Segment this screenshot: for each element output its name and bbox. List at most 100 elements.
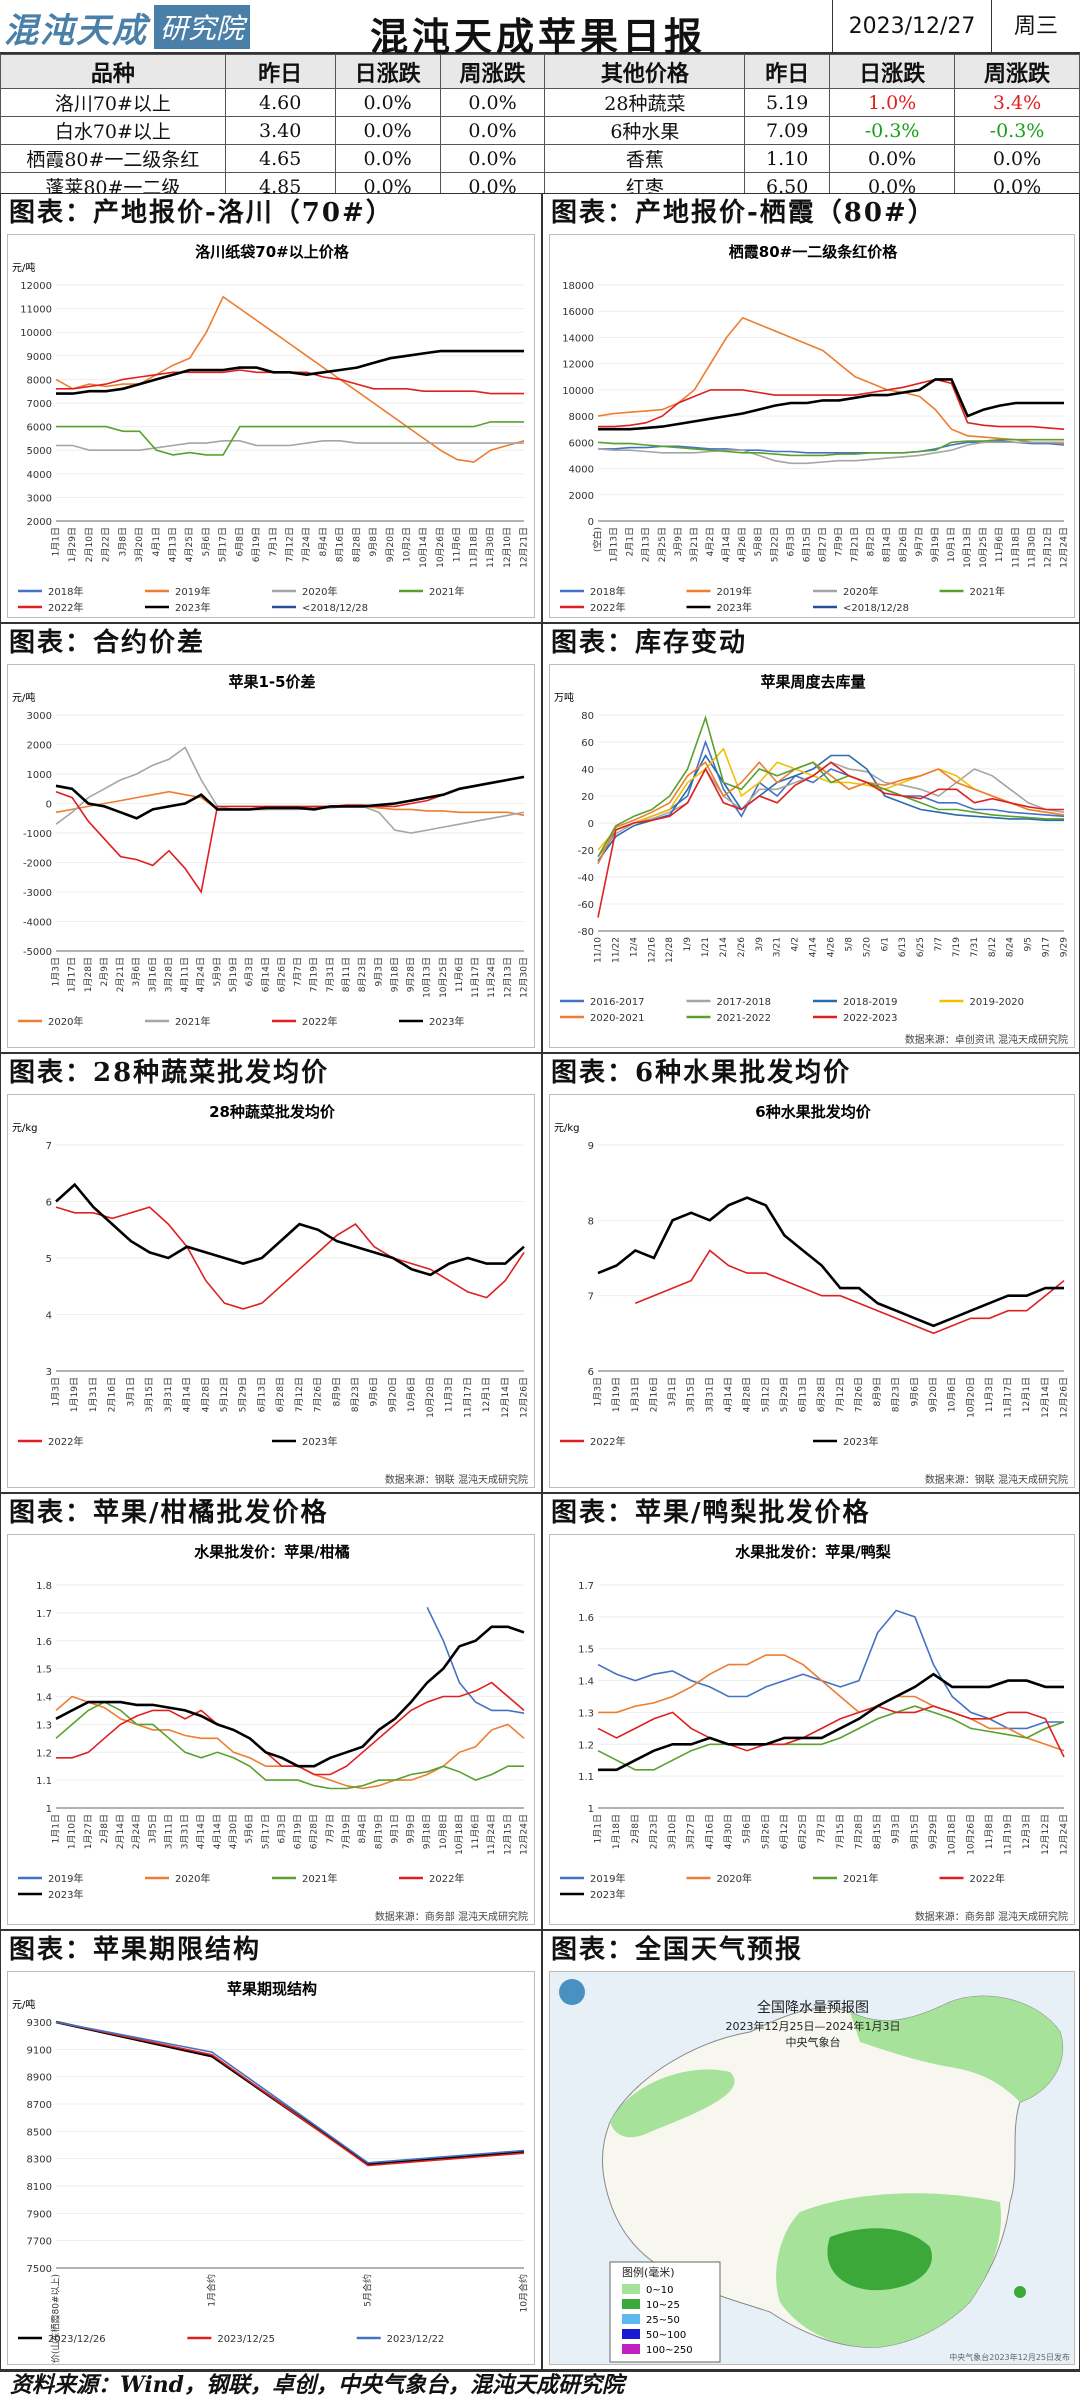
x-tick-label: 3月28日 — [163, 957, 174, 992]
x-tick-label: 1月3日 — [51, 957, 62, 986]
x-tick-label: 9月9日 — [406, 1814, 417, 1843]
x-tick-label: 1月13日 — [609, 527, 620, 562]
y-tick-label: 8100 — [27, 2182, 52, 2193]
map-title: 全国降水量预报图 — [757, 1999, 869, 2016]
x-tick-label: 7月7日 — [816, 1814, 827, 1843]
x-tick-label: 4月16日 — [704, 1814, 715, 1849]
y-tick-label: 0 — [46, 800, 52, 811]
x-tick-label: 2月14日 — [115, 1814, 126, 1849]
legend-swatch — [622, 2329, 640, 2339]
legend-label: 2023年 — [717, 601, 752, 614]
x-tick-label: 2月25日 — [657, 527, 668, 562]
x-tick-label: 7月24日 — [301, 527, 312, 562]
legend-label: 100~250 — [646, 2345, 693, 2356]
x-tick-label: 5月22日 — [769, 527, 780, 562]
x-tick-label: 5月合约 — [362, 2274, 374, 2307]
x-tick-label: 3/21 — [773, 937, 783, 957]
x-tick-label: 5月6日 — [742, 1814, 753, 1843]
chart-title: 水果批发价：苹果/柑橘 — [194, 1543, 349, 1561]
x-tick-label: 12月10日 — [502, 527, 513, 568]
series-line — [55, 2021, 525, 2164]
legend-label: 25~50 — [646, 2315, 680, 2326]
x-tick-label: 10月20日 — [425, 1377, 436, 1418]
x-tick-label: 11/22 — [611, 937, 621, 963]
x-tick-label: 2月22日 — [101, 527, 112, 562]
x-tick-label: 8/12 — [988, 937, 998, 957]
x-tick-label: 5月6日 — [244, 1814, 255, 1843]
price-cell: 3.40 — [224, 116, 336, 145]
y-tick-label: 1.5 — [578, 1645, 594, 1656]
x-tick-label: 1月17日 — [67, 957, 78, 992]
legend-label: 2021-2022 — [717, 1013, 772, 1024]
y-tick-label: 7500 — [27, 2264, 52, 2275]
series-line — [598, 378, 1065, 430]
x-tick-label: 3月20日 — [134, 527, 145, 562]
y-tick-label: 9 — [588, 1141, 594, 1152]
y-tick-label: 2000 — [27, 741, 52, 752]
precip-moderate — [827, 2228, 932, 2291]
x-tick-label: 10月13日 — [962, 527, 973, 568]
x-tick-label: 9月15日 — [909, 1814, 920, 1849]
legend-swatch — [622, 2299, 640, 2309]
x-tick-label: 5月6日 — [201, 527, 212, 556]
x-tick-label: 11月6日 — [994, 527, 1005, 562]
price-row: 栖霞80#一二级条红 4.65 0.0% 0.0% 香蕉 1.10 0.0% 0.0% — [0, 144, 1080, 173]
y-axis-label: 元/kg — [554, 1123, 580, 1134]
x-tick-label: 9月1日 — [389, 1814, 400, 1843]
y-tick-label: 3000 — [27, 493, 52, 504]
x-tick-label: 5月29日 — [238, 1377, 249, 1412]
series-line — [56, 440, 524, 451]
x-tick-label: 11月18日 — [468, 527, 479, 568]
legend-label: 10~25 — [646, 2300, 680, 2311]
x-tick-label: 9/17 — [1042, 937, 1052, 957]
y-tick-label: 7000 — [27, 399, 52, 410]
data-source-note: 数据来源：钢联 混沌天成研究院 — [385, 1473, 528, 1486]
legend-label: 2022年 — [590, 1435, 625, 1448]
x-tick-label: 10月18日 — [947, 1814, 958, 1855]
x-tick-label: 8月26日 — [898, 527, 909, 562]
series-line — [597, 1705, 1065, 1758]
price-cell: 0.0% — [954, 144, 1080, 173]
legend-label: 2016-2017 — [590, 997, 645, 1008]
x-tick-label: 10月2日 — [402, 527, 413, 562]
price-cell: 0.0% — [439, 116, 546, 145]
x-tick-label: 5月26日 — [760, 1814, 771, 1849]
y-tick-label: 11000 — [20, 305, 52, 316]
y-tick-label: 5 — [46, 1254, 52, 1265]
x-tick-label: 7月12日 — [294, 1377, 305, 1412]
x-tick-label: 2/26 — [737, 937, 747, 957]
x-tick-label: 8月23日 — [350, 1377, 361, 1412]
x-tick-label: 12月21日 — [519, 527, 530, 568]
panel-inventory: 图表：库存变动 苹果周度去库量 万吨 -80 -60 -40 -20 0 20 40 60 80 11… — [542, 623, 1080, 1053]
x-tick-label: 6月27日 — [817, 527, 828, 562]
report-date: 2023/12/27 — [832, 0, 992, 54]
y-tick-label: 18000 — [562, 281, 594, 292]
map-subtitle: 2023年12月25日—2024年1月3日 — [726, 2019, 901, 2033]
panel-title: 图表：产地报价-栖霞（80#） — [543, 194, 936, 232]
data-source-note: 数据来源：商务部 混沌天成研究院 — [915, 1910, 1068, 1923]
series-line — [597, 1705, 1065, 1771]
x-tick-label: 12月24日 — [1059, 1814, 1070, 1855]
x-tick-label: 5月8日 — [753, 527, 764, 556]
col-header: 昨日 — [224, 54, 336, 89]
x-tick-label: 11月17日 — [470, 957, 481, 998]
price-table-header: 品种 昨日 日涨跌 周涨跌 其他价格 昨日 日涨跌 周涨跌 — [0, 54, 1080, 89]
x-tick-label: 1/21 — [701, 937, 711, 957]
legend-label: 2023年 — [175, 601, 210, 614]
legend-label: 2022年 — [970, 1872, 1005, 1885]
x-tick-label: 4月25日 — [184, 527, 195, 562]
map-stamp: 中央气象台2023年12月25日发布 — [949, 2352, 1070, 2362]
chart-title: 28种蔬菜批发均价 — [209, 1103, 336, 1121]
y-tick-label: 8000 — [569, 412, 594, 423]
report-weekday: 周三 — [1013, 14, 1058, 39]
y-tick-label: 4000 — [569, 465, 594, 476]
x-tick-label: 3月15日 — [144, 1377, 155, 1412]
series-line — [55, 1182, 525, 1277]
weather-map: 全国降水量预报图 2023年12月25日—2024年1月3日 中央气象台 图例(… — [549, 1971, 1075, 2365]
y-tick-label: 6000 — [27, 423, 52, 434]
series-line — [597, 441, 1064, 465]
x-tick-label: 6月28日 — [309, 1814, 320, 1849]
map-legend-title: 图例(毫米) — [622, 2265, 675, 2279]
x-tick-label: 8月19日 — [373, 1814, 384, 1849]
price-cell: 0.0% — [334, 116, 441, 145]
